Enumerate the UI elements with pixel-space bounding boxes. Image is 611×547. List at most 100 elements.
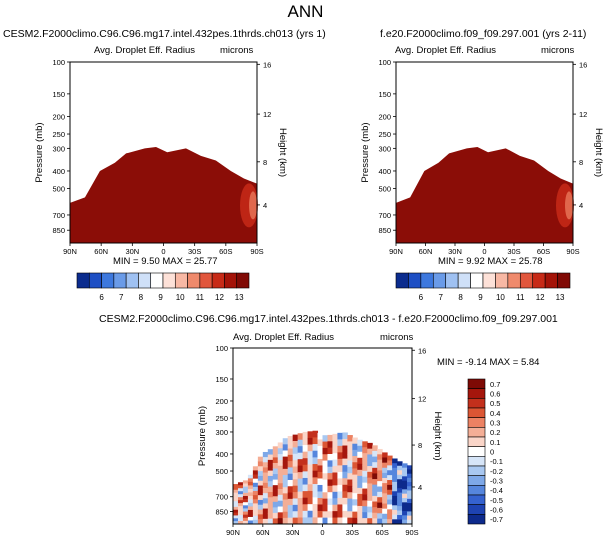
colorbar-swatch [236, 272, 250, 289]
difference-cell [233, 518, 239, 522]
difference-cell [272, 457, 279, 464]
difference-cell [257, 456, 264, 462]
difference-cell [287, 461, 294, 468]
difference-cell [277, 465, 284, 473]
difference-cell [272, 518, 279, 525]
difference-cell [307, 464, 314, 472]
difference-cell [247, 502, 254, 507]
colorbar-label: 13 [556, 293, 565, 302]
difference-cell [347, 479, 353, 487]
difference-cell [382, 477, 388, 484]
difference-cell [272, 507, 279, 514]
panel-3-stats: MIN = -9.14 MAX = 5.84 [437, 357, 540, 368]
difference-cell [312, 510, 319, 518]
difference-cell [327, 517, 333, 525]
difference-cell [252, 486, 259, 492]
colorbar-swatch [467, 485, 486, 496]
colorbar-swatch [138, 272, 152, 289]
difference-cell [337, 497, 343, 505]
colorbar-swatch [467, 475, 486, 486]
difference-cell [277, 512, 284, 519]
difference-cell [277, 483, 284, 490]
difference-cell [377, 491, 383, 498]
y-axis-title: Pressure (mb) [197, 406, 208, 466]
difference-cell [252, 495, 259, 500]
difference-cell [277, 454, 284, 461]
difference-cell [407, 465, 413, 471]
difference-cell [387, 514, 393, 520]
difference-cell [322, 485, 328, 493]
difference-cell [362, 506, 368, 513]
colorbar-swatch [482, 272, 496, 289]
difference-cell [312, 457, 319, 465]
difference-cell [282, 444, 289, 451]
difference-cell [282, 456, 289, 464]
difference-cell [387, 484, 393, 491]
difference-cell [287, 448, 294, 456]
difference-cell [312, 437, 319, 445]
y-tick-label: 700 [378, 211, 391, 220]
difference-cell [307, 444, 314, 452]
difference-cell [247, 506, 254, 511]
difference-cell [277, 500, 284, 508]
colorbar-label: 0 [490, 448, 494, 457]
difference-cell [397, 492, 403, 498]
colorbar-swatch [467, 398, 486, 409]
difference-cell [292, 504, 299, 512]
difference-cell [267, 481, 274, 488]
difference-cell [267, 518, 274, 525]
difference-cell [407, 473, 413, 479]
difference-cell [362, 464, 368, 472]
y-tick-label: 500 [215, 467, 228, 476]
difference-cell [292, 434, 299, 442]
difference-cell [282, 487, 289, 494]
difference-cell [282, 468, 289, 476]
difference-cell [402, 463, 408, 469]
difference-cell [352, 462, 358, 469]
difference-cell [277, 448, 284, 455]
y2-tick-label: 12 [579, 110, 587, 119]
difference-cell [347, 498, 353, 506]
difference-cell [402, 484, 408, 490]
difference-cell [252, 474, 259, 480]
difference-cell [367, 500, 373, 508]
difference-cell [347, 485, 353, 493]
colorbar-swatch [432, 272, 447, 289]
y-tick-label: 100 [378, 58, 391, 67]
difference-cell [407, 477, 413, 483]
y2-tick-label: 8 [418, 441, 422, 450]
colorbar-swatch [150, 272, 164, 289]
difference-cell [317, 491, 323, 499]
y-tick-label: 300 [378, 144, 391, 153]
difference-cell [357, 505, 363, 513]
difference-cell [307, 504, 314, 512]
difference-cell [312, 484, 319, 492]
difference-cell [387, 455, 393, 461]
difference-cell [402, 519, 408, 525]
colorbar-swatch [495, 272, 509, 289]
difference-cell [242, 508, 249, 513]
difference-cell [262, 451, 269, 458]
difference-cell [277, 471, 284, 478]
difference-cell [242, 511, 249, 516]
y-tick-label: 250 [378, 130, 391, 139]
difference-cell [302, 504, 309, 512]
difference-cell [262, 472, 269, 479]
difference-cell [287, 517, 294, 525]
difference-cell [322, 498, 328, 506]
difference-cell [387, 494, 393, 501]
difference-cell [292, 441, 299, 448]
difference-cell [362, 482, 368, 490]
difference-cell [302, 491, 309, 499]
difference-cell [392, 472, 398, 478]
difference-cell [302, 445, 309, 453]
difference-cell [387, 509, 393, 515]
difference-cell [257, 471, 264, 477]
difference-cell [292, 485, 299, 493]
difference-cell [342, 471, 348, 479]
difference-cell [372, 484, 378, 491]
y-axis-title: Pressure (mb) [34, 122, 45, 182]
difference-cell [267, 475, 274, 482]
difference-cell [317, 445, 323, 453]
colorbar-label: -0.6 [490, 506, 503, 515]
